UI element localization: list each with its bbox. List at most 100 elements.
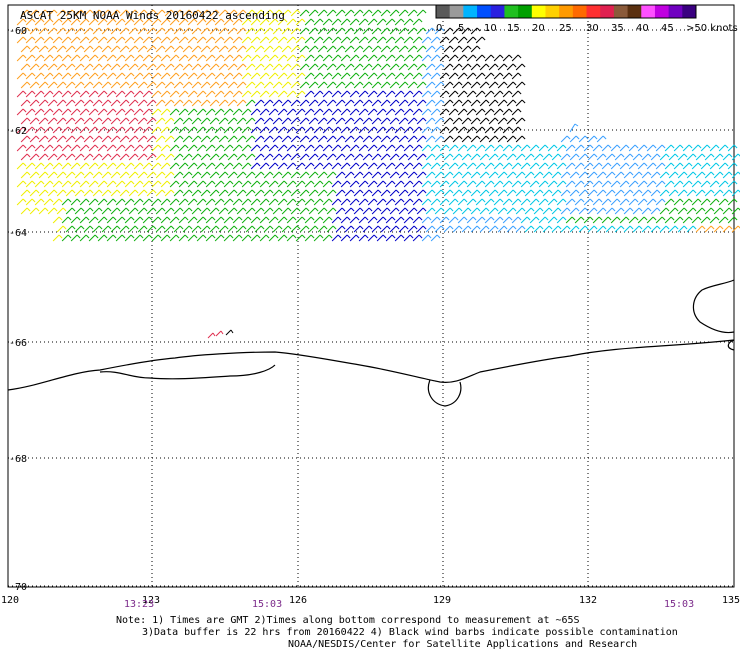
wind-barb [515, 117, 526, 125]
wind-barb [331, 54, 342, 62]
wind-barb [628, 216, 639, 224]
wind-barb [299, 135, 310, 143]
wind-barb [416, 45, 427, 53]
wind-barb [344, 45, 355, 53]
wind-barb [56, 225, 67, 233]
wind-barb [686, 171, 697, 179]
wind-barb [142, 126, 153, 134]
wind-barb [218, 9, 229, 17]
wind-barb [709, 216, 720, 224]
wind-barb [56, 135, 67, 143]
wind-barb [398, 45, 409, 53]
wind-barb [205, 180, 216, 188]
wind-barb [20, 27, 31, 35]
wind-barb [389, 117, 400, 125]
wind-barb [16, 180, 27, 188]
wind-barb [281, 81, 292, 89]
wind-barb [254, 189, 265, 197]
wind-barb [668, 207, 679, 215]
wind-barb [718, 144, 729, 152]
wind-barb [304, 162, 315, 170]
wind-barb [70, 72, 81, 80]
wind-barb [322, 18, 333, 26]
wind-barb [470, 135, 481, 143]
wind-barb [92, 99, 103, 107]
wind-barb [443, 171, 454, 179]
wind-barb [16, 144, 27, 152]
wind-barb [119, 81, 130, 89]
wind-barb [479, 99, 490, 107]
wind-barb [515, 225, 526, 233]
wind-barb [245, 99, 256, 107]
wind-barb [488, 135, 499, 143]
wind-barb [421, 54, 432, 62]
wind-barb [241, 162, 252, 170]
wind-barb [443, 45, 454, 53]
wind-barb [182, 117, 193, 125]
wind-barb [493, 108, 504, 116]
wind-barb [353, 135, 364, 143]
legend-swatch [627, 5, 642, 18]
wind-barb [394, 162, 405, 170]
wind-barb [385, 54, 396, 62]
wind-barb [290, 99, 301, 107]
wind-barb [421, 108, 432, 116]
wind-barb [133, 216, 144, 224]
wind-barb [295, 18, 306, 26]
time-label-1: 13:23 [124, 599, 154, 610]
wind-barb [160, 126, 171, 134]
wind-barb [268, 234, 279, 242]
wind-barb [146, 135, 157, 143]
wind-barb [380, 81, 391, 89]
wind-barb [484, 54, 495, 62]
wind-barb [241, 198, 252, 206]
wind-barb [196, 162, 207, 170]
wind-barb [398, 81, 409, 89]
wind-barb [191, 153, 202, 161]
wind-barb [659, 207, 670, 215]
wind-barb [664, 162, 675, 170]
wind-barb [380, 9, 391, 17]
wind-barb [187, 162, 198, 170]
wind-barb [655, 162, 666, 170]
wind-barb [34, 54, 45, 62]
wind-barb [245, 45, 256, 53]
wind-barb [335, 117, 346, 125]
wind-barb [614, 207, 625, 215]
wind-barb [718, 198, 729, 206]
wind-barb [497, 135, 508, 143]
wind-barb [232, 36, 243, 44]
wind-barb [704, 171, 715, 179]
wind-barb [718, 216, 729, 224]
wind-barb [493, 72, 504, 80]
wind-barb [448, 198, 459, 206]
wind-barb [425, 99, 436, 107]
wind-barb [335, 207, 346, 215]
wind-barb [281, 153, 292, 161]
wind-barb [403, 18, 414, 26]
lon-label: 123 [142, 595, 160, 606]
wind-barb [709, 198, 720, 206]
wind-barb [439, 126, 450, 134]
wind-barb [182, 99, 193, 107]
wind-barb [178, 54, 189, 62]
wind-barb [83, 189, 94, 197]
wind-barb [394, 216, 405, 224]
wind-barb [25, 72, 36, 80]
wind-barb [101, 63, 112, 71]
wind-barb [412, 162, 423, 170]
wind-barb [520, 144, 531, 152]
wind-barb [70, 144, 81, 152]
wind-barb [353, 153, 364, 161]
wind-barb [146, 153, 157, 161]
wind-barb [101, 153, 112, 161]
wind-barb [191, 81, 202, 89]
wind-barb [272, 9, 283, 17]
wind-barb [20, 153, 31, 161]
wind-barb [380, 45, 391, 53]
wind-barb [353, 45, 364, 53]
wind-barb [389, 81, 400, 89]
wind-barb [596, 225, 607, 233]
wind-barb [565, 144, 576, 152]
legend-label: 10 [484, 23, 497, 34]
